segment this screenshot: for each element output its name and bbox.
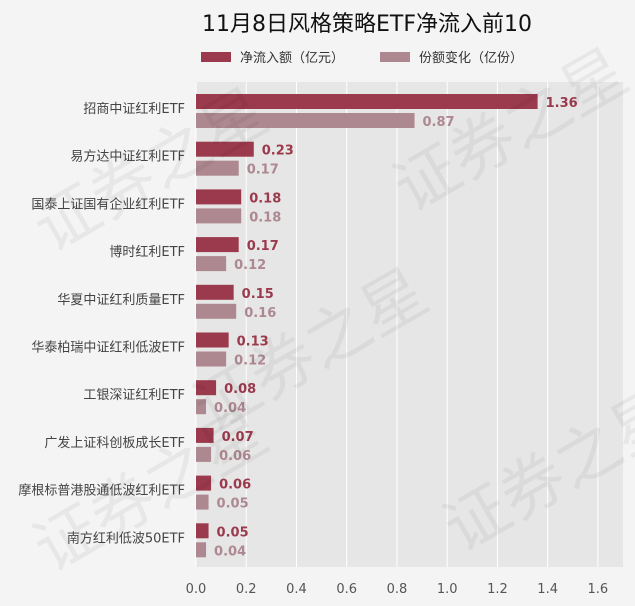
data-label: 0.05 bbox=[217, 525, 249, 540]
bar-share-change bbox=[196, 113, 415, 128]
bar-net-inflow bbox=[196, 475, 212, 491]
x-tick-label: 1.0 bbox=[437, 582, 458, 597]
legend-label: 份额变化（亿份） bbox=[419, 50, 523, 66]
data-label: 0.05 bbox=[217, 497, 249, 512]
data-label: 0.06 bbox=[219, 478, 251, 493]
legend-label: 净流入额（亿元） bbox=[240, 51, 344, 66]
bar-share-change bbox=[196, 542, 207, 558]
bar-net-inflow bbox=[196, 380, 217, 396]
bar-net-inflow bbox=[196, 332, 229, 348]
bar-net-inflow bbox=[196, 237, 239, 253]
data-label: 0.17 bbox=[247, 163, 279, 178]
x-tick-label: 0.6 bbox=[336, 582, 357, 597]
category-label: 摩根标普港股通低波红利ETF bbox=[18, 483, 185, 499]
bar-share-change bbox=[196, 446, 212, 462]
data-label: 0.15 bbox=[242, 287, 274, 302]
category-label: 广发上证科创板成长ETF bbox=[44, 435, 185, 451]
bar-share-change bbox=[196, 303, 237, 319]
bar-net-inflow bbox=[196, 427, 214, 443]
bar-share-change bbox=[196, 208, 242, 224]
bar-share-change bbox=[196, 160, 239, 176]
data-label: 0.07 bbox=[222, 430, 254, 445]
category-label: 工银深证红利ETF bbox=[83, 387, 185, 403]
plot-background bbox=[196, 82, 623, 567]
x-tick-label: 1.6 bbox=[588, 582, 609, 597]
data-label: 0.04 bbox=[214, 401, 246, 416]
category-label: 招商中证红利ETF bbox=[83, 101, 185, 117]
bar-net-inflow bbox=[196, 141, 254, 157]
data-label: 0.87 bbox=[423, 115, 455, 130]
bar-net-inflow bbox=[196, 189, 242, 205]
data-label: 0.23 bbox=[262, 144, 294, 159]
data-label: 0.04 bbox=[214, 544, 246, 559]
data-label: 0.13 bbox=[237, 335, 269, 350]
legend-swatch bbox=[201, 52, 231, 62]
bar-net-inflow bbox=[196, 94, 538, 109]
bar-share-change bbox=[196, 494, 209, 510]
bar-share-change bbox=[196, 256, 227, 272]
x-tick-label: 0.0 bbox=[186, 582, 207, 597]
category-label: 南方红利低波50ETF bbox=[67, 530, 185, 546]
x-tick-label: 1.2 bbox=[487, 582, 508, 597]
data-label: 1.36 bbox=[546, 96, 578, 111]
x-tick-label: 0.2 bbox=[236, 582, 257, 597]
data-label: 0.08 bbox=[224, 382, 256, 397]
data-label: 0.18 bbox=[249, 210, 281, 225]
data-label: 0.18 bbox=[249, 191, 281, 206]
category-label: 易方达中证红利ETF bbox=[70, 149, 185, 165]
data-label: 0.12 bbox=[234, 258, 266, 273]
category-label: 华泰柏瑞中证红利低波ETF bbox=[31, 340, 185, 356]
bar-share-change bbox=[196, 351, 227, 367]
data-label: 0.06 bbox=[219, 449, 251, 464]
category-label: 华夏中证红利质量ETF bbox=[57, 292, 185, 308]
x-tick-label: 1.4 bbox=[537, 582, 558, 597]
x-tick-label: 0.8 bbox=[387, 582, 408, 597]
bar-net-inflow bbox=[196, 284, 234, 300]
category-label: 国泰上证国有企业红利ETF bbox=[31, 196, 185, 212]
legend-swatch bbox=[380, 52, 410, 62]
data-label: 0.16 bbox=[244, 306, 276, 321]
bar-net-inflow bbox=[196, 523, 209, 539]
data-label: 0.12 bbox=[234, 354, 266, 369]
x-tick-label: 0.4 bbox=[286, 582, 307, 597]
data-label: 0.17 bbox=[247, 239, 279, 254]
bar-share-change bbox=[196, 399, 207, 415]
chart-title: 11月8日风格策略ETF净流入前10 bbox=[202, 12, 532, 37]
category-label: 博时红利ETF bbox=[109, 244, 185, 260]
